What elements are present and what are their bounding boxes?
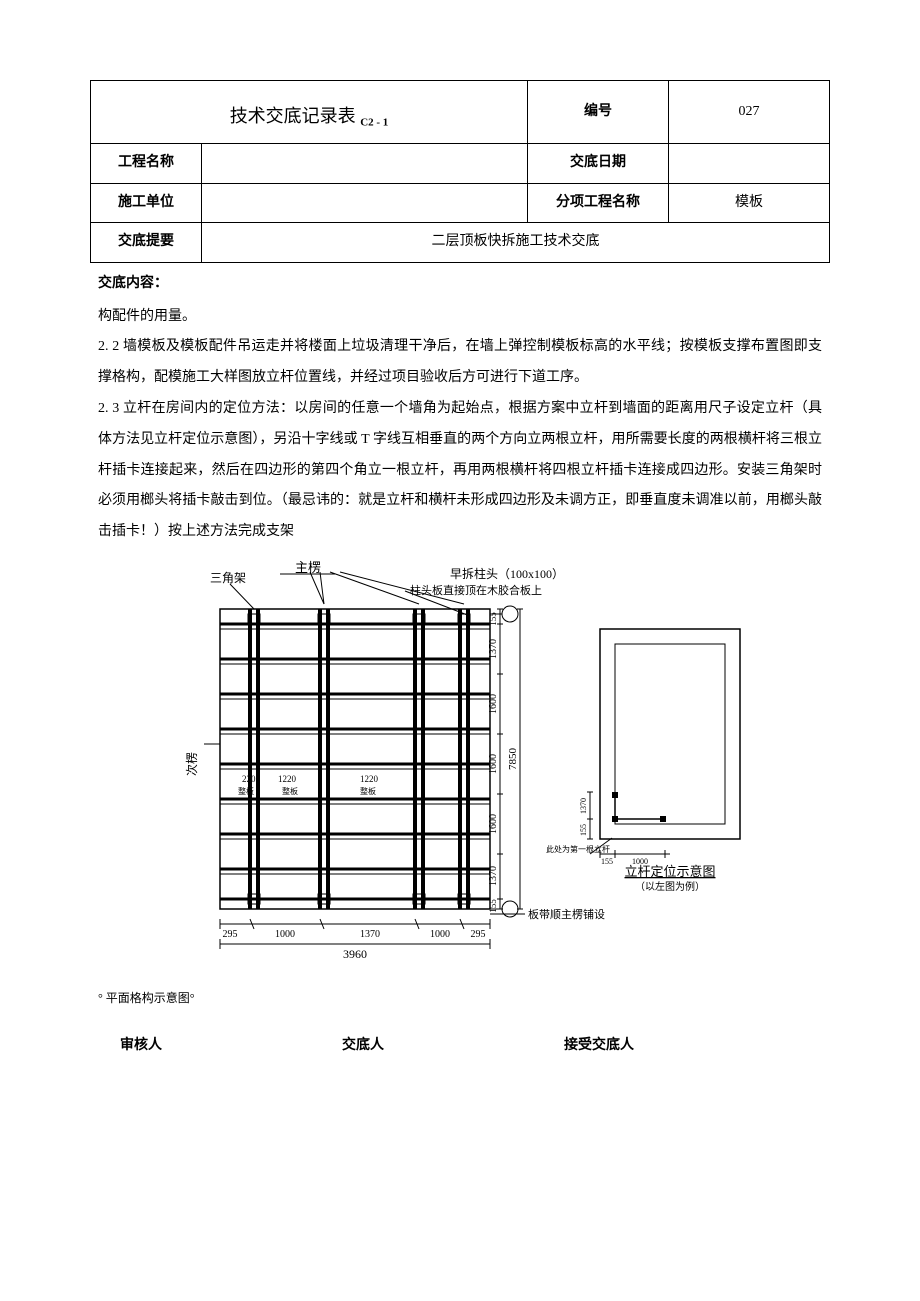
fenxiang-value: 模板 bbox=[669, 183, 830, 223]
label-zaochai: 早拆柱头（100x100） bbox=[450, 566, 564, 581]
dim-v-155b: 155 bbox=[488, 899, 498, 913]
form-title-sub: C2 - 1 bbox=[360, 116, 388, 128]
dim-b-1000a: 1000 bbox=[275, 929, 295, 940]
dim-v-1370b: 1370 bbox=[488, 866, 499, 886]
dim-b-1370: 1370 bbox=[360, 929, 380, 940]
dim-r-1370: 1370 bbox=[579, 798, 588, 814]
label-cileng: 次楞 bbox=[184, 752, 199, 776]
content-p1: 2. 2 墙模板及模板配件吊运走并将楼面上垃圾清理干净后，在墙上弹控制模板标高的… bbox=[98, 332, 822, 394]
label-bandai: 板带顺主楞铺设 bbox=[528, 907, 605, 921]
project-name-value bbox=[202, 144, 528, 184]
diagram-caption: ° 平面格构示意图° bbox=[98, 987, 830, 1010]
sign-auditor: 审核人 bbox=[120, 1033, 162, 1060]
dim-v-1600b: 1600 bbox=[488, 754, 499, 774]
content-body: 构配件的用量。 2. 2 墙模板及模板配件吊运走并将楼面上垃圾清理干净后，在墙上… bbox=[98, 302, 822, 548]
shigong-value bbox=[202, 183, 528, 223]
dim-b-3960: 3960 bbox=[343, 947, 367, 961]
dim-b-295a: 295 bbox=[223, 929, 238, 940]
header-table: 技术交底记录表 C2 - 1 编号 027 工程名称 交底日期 施工单位 分项工… bbox=[90, 80, 830, 263]
dim-220: 220 bbox=[242, 774, 256, 784]
label-ligan-sub: （以左图为例） bbox=[635, 880, 705, 893]
dim-b-1000b: 1000 bbox=[430, 929, 450, 940]
label-zhengban2: 整板 bbox=[282, 786, 298, 796]
dim-v-1370a: 1370 bbox=[488, 639, 499, 659]
dim-v-7850: 7850 bbox=[507, 747, 519, 770]
project-name-label: 工程名称 bbox=[91, 144, 202, 184]
jiaodi-date-label: 交底日期 bbox=[528, 144, 669, 184]
label-zhengban3: 整板 bbox=[360, 786, 376, 796]
bianhao-value: 027 bbox=[669, 81, 830, 144]
label-zhuleng: 主楞 bbox=[295, 560, 321, 575]
dim-b-295b: 295 bbox=[471, 929, 486, 940]
dim-1220a: 1220 bbox=[278, 774, 297, 784]
label-cichu: 此处为第一根立杆 bbox=[546, 844, 610, 854]
label-zhutou: 柱头板直接顶在木胶合板上 bbox=[410, 583, 542, 597]
fenxiang-label: 分项工程名称 bbox=[528, 183, 669, 223]
tiyao-label: 交底提要 bbox=[91, 223, 202, 263]
form-title-main: 技术交底记录表 bbox=[230, 106, 356, 126]
dim-v-155a: 155 bbox=[488, 612, 498, 626]
bianhao-label: 编号 bbox=[528, 81, 669, 144]
diagram-container: 次楞 220 1220 1220 整板 整板 整板 三角架 主楞 早拆柱头（10… bbox=[90, 554, 830, 985]
label-sanjiaojia: 三角架 bbox=[210, 571, 246, 585]
dim-1220b: 1220 bbox=[360, 774, 379, 784]
dim-r-155b: 155 bbox=[601, 857, 613, 866]
label-ligan-title: 立杆定位示意图 bbox=[624, 864, 715, 879]
form-title-cell: 技术交底记录表 C2 - 1 bbox=[91, 81, 528, 144]
content-p0: 构配件的用量。 bbox=[98, 302, 822, 333]
signature-row: 审核人 交底人 接受交底人 bbox=[120, 1033, 830, 1060]
shigong-label: 施工单位 bbox=[91, 183, 202, 223]
dim-v-1600c: 1600 bbox=[488, 814, 499, 834]
jiaodi-date-value bbox=[669, 144, 830, 184]
label-zhengban1: 整板 bbox=[238, 786, 254, 796]
dim-r-155: 155 bbox=[579, 824, 588, 836]
content-section-label: 交底内容： bbox=[98, 271, 830, 298]
plan-diagram: 次楞 220 1220 1220 整板 整板 整板 三角架 主楞 早拆柱头（10… bbox=[160, 554, 760, 974]
tiyao-value: 二层顶板快拆施工技术交底 bbox=[202, 223, 830, 263]
dim-v-1600a: 1600 bbox=[488, 694, 499, 714]
sign-briefer: 交底人 bbox=[342, 1033, 384, 1060]
sign-receiver: 接受交底人 bbox=[564, 1033, 634, 1060]
content-p2: 2. 3 立杆在房间内的定位方法：以房间的任意一个墙角为起始点，根据方案中立杆到… bbox=[98, 394, 822, 548]
